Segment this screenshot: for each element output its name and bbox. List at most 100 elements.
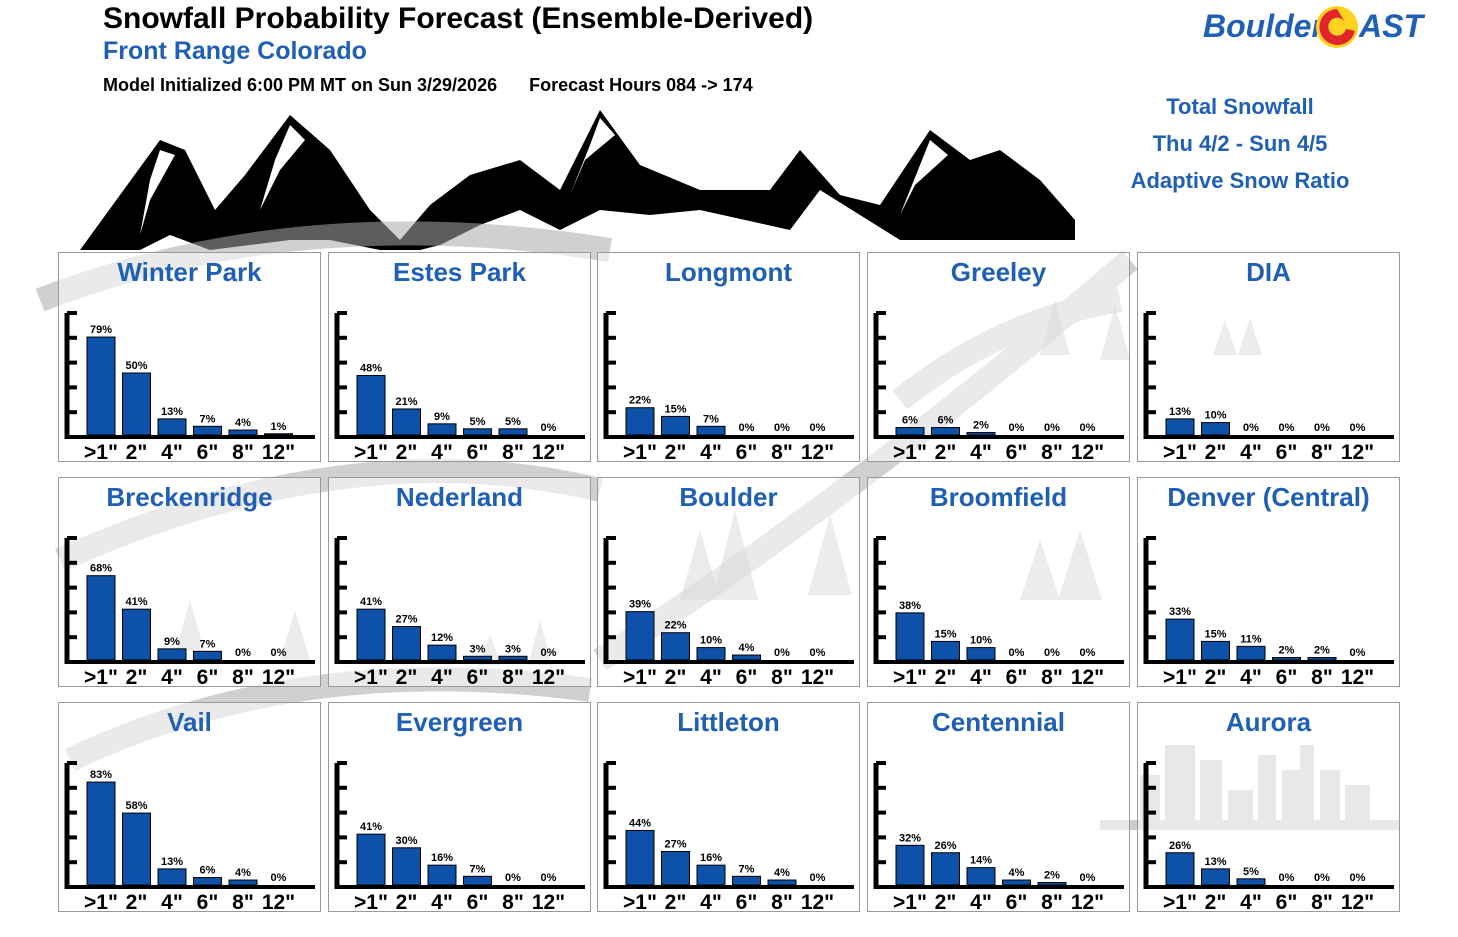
x-tick-label: 6": [1276, 441, 1298, 463]
region-subtitle: Front Range Colorado: [103, 37, 367, 65]
bar-1: [1201, 868, 1230, 886]
chart-title: Centennial: [932, 707, 1065, 737]
data-label: 79%: [90, 324, 112, 336]
bar-2: [966, 432, 996, 436]
data-label: 13%: [161, 856, 183, 868]
data-label: 0%: [810, 647, 826, 659]
x-tick-label: >1": [623, 891, 657, 913]
summary-line-1: Total Snowfall: [1166, 94, 1314, 119]
logo-text-right: AST: [1359, 8, 1423, 44]
data-label: 0%: [774, 422, 790, 434]
data-label: 7%: [200, 638, 216, 650]
x-tick-label: 2": [396, 441, 418, 463]
x-tick-label: >1": [354, 891, 388, 913]
bar-1: [931, 427, 960, 436]
data-label: 0%: [1314, 872, 1330, 884]
bar-1: [122, 608, 151, 661]
bar-chart: 38% >1" 15% 2" 10% 4" 0% 6" 0% 8" 0% 12": [873, 536, 1124, 688]
data-label: 50%: [125, 360, 147, 372]
bar-0: [86, 336, 116, 436]
bar-0: [356, 374, 386, 436]
data-label: 0%: [1350, 872, 1366, 884]
x-tick-label: 4": [161, 666, 183, 688]
data-label: 5%: [505, 416, 521, 428]
x-tick-label: 4": [431, 891, 453, 913]
bar-3: [193, 425, 222, 436]
data-label: 0%: [1044, 647, 1060, 659]
x-tick-label: 12": [532, 891, 565, 913]
x-tick-label: 2": [935, 891, 957, 913]
data-label: 39%: [629, 599, 651, 611]
x-tick-label: 6": [1006, 441, 1028, 463]
bar-1: [392, 847, 421, 886]
data-label: 3%: [505, 643, 521, 655]
x-tick-label: 8": [502, 891, 524, 913]
x-tick-label: 6": [467, 441, 489, 463]
chart-title: Breckenridge: [106, 482, 273, 512]
bar-1: [392, 408, 421, 436]
x-tick-label: 8": [232, 666, 254, 688]
x-tick-label: 2": [126, 891, 148, 913]
data-label: 0%: [541, 872, 557, 884]
data-label: 0%: [1314, 422, 1330, 434]
data-label: 12%: [431, 632, 453, 644]
bar-0: [625, 407, 655, 436]
bar-chart: 39% >1" 22% 2" 10% 4" 4% 6" 0% 8" 0% 12": [603, 536, 854, 688]
bar-1: [122, 812, 151, 886]
bar-1: [1201, 422, 1230, 436]
data-label: 0%: [541, 422, 557, 434]
data-label: 0%: [810, 422, 826, 434]
data-label: 13%: [1169, 406, 1191, 418]
x-tick-label: 6": [1006, 666, 1028, 688]
data-label: 0%: [1279, 872, 1295, 884]
data-label: 14%: [970, 855, 992, 867]
x-tick-label: >1": [1163, 891, 1197, 913]
bar-3: [193, 877, 222, 886]
x-tick-label: >1": [623, 441, 657, 463]
bar-0: [356, 833, 386, 886]
x-tick-label: 4": [970, 891, 992, 913]
data-label: 15%: [664, 403, 686, 415]
bar-2: [966, 867, 996, 886]
chart-title: Greeley: [950, 257, 1047, 287]
x-tick-label: 8": [1041, 891, 1063, 913]
x-tick-label: 8": [771, 441, 793, 463]
x-tick-label: 6": [197, 666, 219, 688]
bar-3: [463, 428, 492, 436]
bar-0: [1165, 618, 1195, 661]
data-label: 0%: [235, 647, 251, 659]
data-label: 2%: [1279, 645, 1295, 657]
data-label: 0%: [1009, 647, 1025, 659]
bar-0: [895, 844, 925, 886]
chart-panel-evergreen: Evergreen 41% >1" 30% 2" 16% 4" 7% 6" 0% 8" 0% 12": [328, 702, 591, 913]
x-tick-label: >1": [1163, 666, 1197, 688]
x-tick-label: 8": [502, 441, 524, 463]
x-tick-label: 12": [1341, 441, 1374, 463]
chart-title: Aurora: [1225, 707, 1312, 737]
chart-title: Longmont: [664, 257, 793, 287]
data-label: 22%: [629, 395, 651, 407]
data-label: 7%: [200, 413, 216, 425]
x-tick-label: 8": [232, 891, 254, 913]
bar-0: [625, 611, 655, 661]
chart-panel-breckenridge: Breckenridge 68% >1" 41% 2" 9% 4" 7% 6" 0% 8" 0% 12": [58, 477, 321, 688]
x-tick-label: 8": [1311, 666, 1333, 688]
mountain-snow-highlights: [140, 118, 948, 235]
x-tick-label: 6": [467, 891, 489, 913]
data-label: 0%: [505, 872, 521, 884]
chart-panel-centennial: Centennial 32% >1" 26% 2" 14% 4" 4% 6" 2% 8" 0% 12": [867, 702, 1130, 913]
chart-panel-vail: Vail 83% >1" 58% 2" 13% 4" 6% 6" 4% 8" 0% 12": [58, 702, 321, 913]
x-tick-label: >1": [84, 666, 118, 688]
chart-title: DIA: [1246, 257, 1291, 287]
bar-3: [463, 655, 492, 661]
data-label: 0%: [774, 647, 790, 659]
data-label: 26%: [1169, 840, 1191, 852]
summary-line-2: Thu 4/2 - Sun 4/5: [1152, 131, 1328, 156]
data-label: 26%: [934, 840, 956, 852]
bar-3: [732, 875, 761, 886]
x-tick-label: 4": [1240, 891, 1262, 913]
chart-title: Evergreen: [395, 707, 524, 737]
x-tick-label: 2": [1205, 891, 1227, 913]
x-tick-label: 8": [1041, 666, 1063, 688]
x-tick-label: 6": [1006, 891, 1028, 913]
